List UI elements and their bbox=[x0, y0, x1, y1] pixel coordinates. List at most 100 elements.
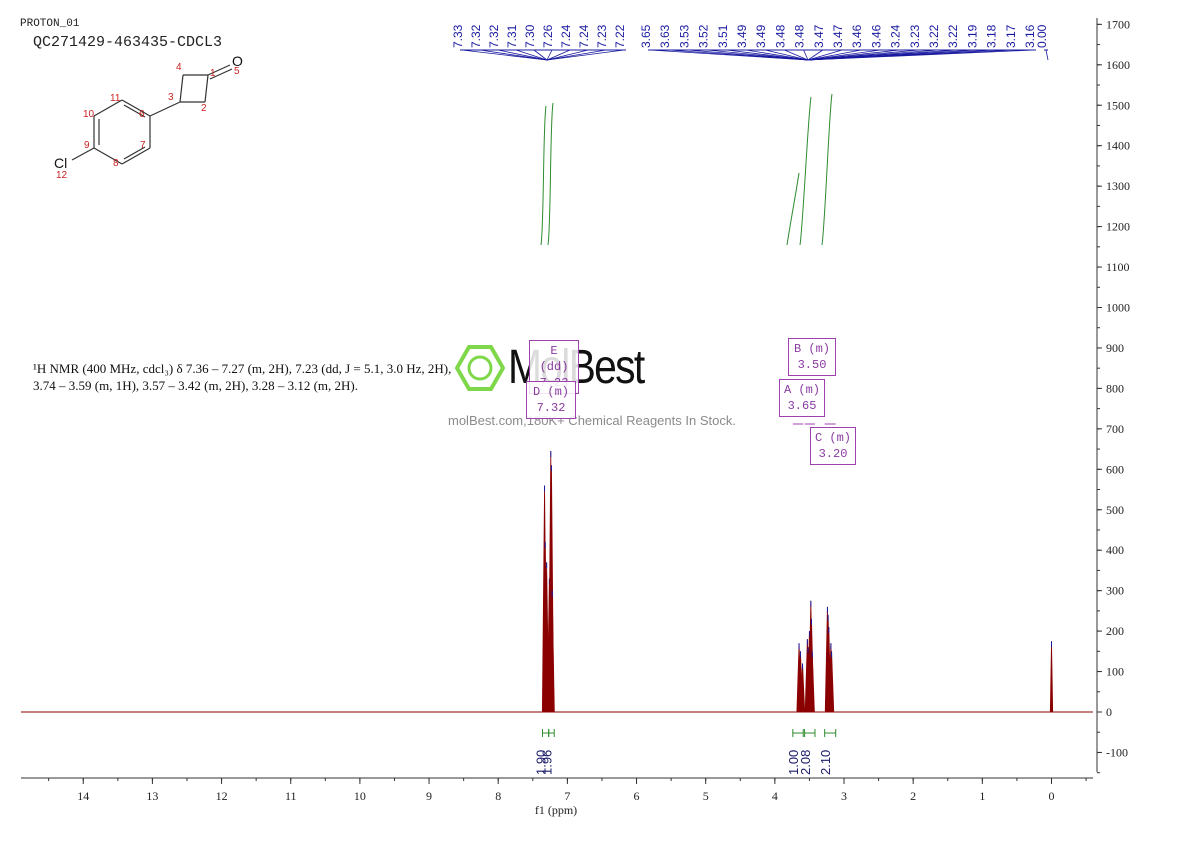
bond bbox=[179, 74, 184, 103]
x-tick-label: 12 bbox=[216, 789, 228, 803]
chlorine-atom-label: Cl bbox=[54, 155, 67, 171]
peak-shift-label: 3.53 bbox=[677, 24, 691, 48]
x-tick-label: 13 bbox=[146, 789, 158, 803]
multiplet-label: C (m) bbox=[815, 431, 852, 445]
y-tick-label: 0 bbox=[1106, 705, 1112, 719]
multiplet-shift: 3.65 bbox=[787, 399, 817, 413]
integral-curve bbox=[786, 172, 800, 246]
atom-number-label: 9 bbox=[84, 140, 90, 151]
integral-curve bbox=[547, 102, 554, 246]
peak-shift-label: 3.17 bbox=[1004, 24, 1018, 48]
integral-curve bbox=[540, 105, 547, 246]
peak-label-connector bbox=[807, 49, 1035, 61]
multiplet-shift: 3.50 bbox=[797, 358, 827, 372]
peak-shift-label: 3.16 bbox=[1023, 24, 1037, 48]
y-tick-label: 900 bbox=[1106, 341, 1124, 355]
bond bbox=[121, 99, 151, 117]
y-tick-label: 200 bbox=[1106, 624, 1124, 638]
y-tick-label: 1700 bbox=[1106, 17, 1130, 31]
atom-number-label: 2 bbox=[201, 103, 207, 114]
peak-label-connector bbox=[479, 49, 548, 61]
nmr-description-line2: 3.74 – 3.59 (m, 1H), 3.57 – 3.42 (m, 2H)… bbox=[33, 378, 358, 393]
peak-shift-label: 3.22 bbox=[946, 24, 960, 48]
nmr-description: ¹H NMR (400 MHz, cdcl₃) δ 7.36 – 7.27 (m… bbox=[33, 360, 483, 394]
multiplet-box-a: A (m) 3.65 bbox=[779, 379, 825, 417]
multiplet-label: D (m) bbox=[532, 385, 569, 399]
peak-shift-label: 7.26 bbox=[541, 24, 555, 48]
y-tick-label: 1400 bbox=[1106, 139, 1130, 153]
peak-shift-label: 3.51 bbox=[716, 24, 730, 48]
peak-shift-label: 3.18 bbox=[985, 24, 999, 48]
peak-label-connector bbox=[497, 49, 548, 61]
peak-label-connector bbox=[784, 49, 809, 61]
x-tick-label: 10 bbox=[354, 789, 366, 803]
peak-shift-label: 7.22 bbox=[613, 24, 627, 48]
y-tick-label: -100 bbox=[1106, 745, 1128, 759]
peak-shift-label: 3.48 bbox=[773, 24, 787, 48]
peak-label-connector bbox=[803, 49, 809, 61]
peak-shift-label: 3.52 bbox=[697, 24, 711, 48]
x-tick-label: 5 bbox=[703, 789, 709, 803]
y-tick-label: 700 bbox=[1106, 422, 1124, 436]
peak-label-connector bbox=[546, 49, 625, 61]
atom-number-label: 10 bbox=[83, 109, 95, 120]
y-tick-label: 600 bbox=[1106, 462, 1124, 476]
x-tick-label: 7 bbox=[564, 789, 570, 803]
bond bbox=[207, 64, 231, 76]
peak-shift-label: 3.46 bbox=[869, 24, 883, 48]
peak-label-connector bbox=[546, 49, 589, 61]
bond bbox=[123, 146, 146, 160]
y-tick-label: 800 bbox=[1106, 381, 1124, 395]
molecule-structure bbox=[71, 64, 233, 165]
peak-shift-label: 3.49 bbox=[735, 24, 749, 48]
x-tick-label: 14 bbox=[77, 789, 89, 803]
peak-shift-label: 3.63 bbox=[658, 24, 672, 48]
peak-shift-label: 3.22 bbox=[927, 24, 941, 48]
y-tick-label: 1200 bbox=[1106, 220, 1130, 234]
atom-number-label: 4 bbox=[176, 62, 182, 73]
experiment-label: PROTON_01 bbox=[20, 18, 80, 30]
y-tick-label: 1600 bbox=[1106, 58, 1130, 72]
x-tick-label: 1 bbox=[979, 789, 985, 803]
bond bbox=[93, 147, 123, 165]
x-tick-label: 4 bbox=[772, 789, 778, 803]
peak-shift-label: 7.30 bbox=[523, 24, 537, 48]
atom-number-label: 8 bbox=[113, 158, 119, 169]
peak-shift-label: 3.49 bbox=[754, 24, 768, 48]
integral-value: 1.00 bbox=[786, 750, 801, 775]
peak-shift-label: 0.00 bbox=[1035, 24, 1049, 48]
y-tick-label: 1500 bbox=[1106, 98, 1130, 112]
peak-shift-label: 3.23 bbox=[908, 24, 922, 48]
integral-value: 2.10 bbox=[818, 750, 833, 775]
bond bbox=[123, 104, 146, 118]
peak-shift-label: 3.19 bbox=[965, 24, 979, 48]
multiplet-label: A (m) bbox=[784, 383, 821, 397]
atom-number-label: 5 bbox=[234, 66, 240, 77]
x-tick-label: 6 bbox=[634, 789, 640, 803]
peak-label-connector bbox=[533, 49, 548, 61]
bond bbox=[149, 101, 181, 117]
y-tick-label: 1100 bbox=[1106, 260, 1130, 274]
watermark-logo-icon bbox=[454, 345, 506, 391]
integral-value: 1.90 bbox=[534, 750, 549, 775]
x-tick-label: 8 bbox=[495, 789, 501, 803]
peak-shift-label: 7.32 bbox=[487, 24, 501, 48]
bond bbox=[93, 99, 123, 117]
peak-label-connector bbox=[546, 49, 571, 61]
spectrum-peak bbox=[1049, 641, 1054, 713]
watermark-tagline: molBest.com,180K+ Chemical Reagents In S… bbox=[448, 413, 736, 428]
peak-label-connector bbox=[745, 49, 809, 61]
multiplet-box-d: D (m) 7.32 bbox=[526, 381, 576, 419]
x-tick-label: 0 bbox=[1049, 789, 1055, 803]
sample-title: QC271429-463435-CDCL3 bbox=[33, 34, 223, 51]
integral-curve bbox=[821, 93, 833, 246]
atom-number-label: 12 bbox=[56, 170, 68, 181]
y-tick-label: 400 bbox=[1106, 543, 1124, 557]
bond bbox=[209, 68, 233, 80]
x-axis-title: f1 (ppm) bbox=[535, 803, 577, 817]
multiplet-shift: 3.20 bbox=[818, 447, 848, 461]
peak-label-connector bbox=[807, 49, 862, 61]
integral-value: 2.08 bbox=[798, 750, 813, 775]
bond bbox=[121, 147, 151, 165]
